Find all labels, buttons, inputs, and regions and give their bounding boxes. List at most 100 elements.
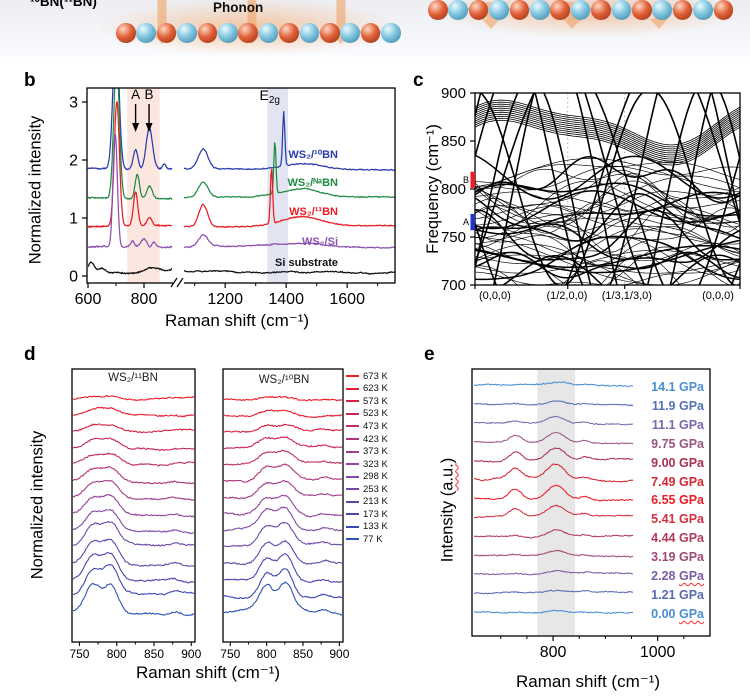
pressure-unit: GPa xyxy=(678,493,704,508)
x-axis: 800 1000 xyxy=(500,636,685,661)
pressure-label: 1.21 GPa xyxy=(651,588,704,602)
svg-text:A: A xyxy=(463,217,469,227)
x-axis: 600 800 1200 1400 1600 xyxy=(75,283,379,308)
pressure-label: 14.1 GPa xyxy=(651,380,704,394)
svg-text:750: 750 xyxy=(69,647,89,661)
pressure-unit: GPa xyxy=(678,380,704,394)
panel-d-plot-right: 750 800 850 900 xyxy=(220,368,350,661)
boron-atom xyxy=(428,0,448,20)
pressure-label: 4.44 GPa xyxy=(651,531,704,545)
panel-b-ylabel: Normalized intensity xyxy=(26,115,45,265)
pressure-value: 0.00 xyxy=(651,606,679,621)
series-label: WS₂/ᴺᵃBN xyxy=(287,176,338,189)
nitrogen-atom xyxy=(570,0,591,20)
panel-d-ylabel: Normalized intensity xyxy=(28,430,47,580)
legend-swatch xyxy=(346,450,359,453)
pressure-value: 9.00 xyxy=(651,455,679,470)
legend-item: 473 K xyxy=(346,420,388,433)
temperature-spectrum-curve xyxy=(72,552,195,584)
svg-text:1200: 1200 xyxy=(207,291,243,308)
legend-label: 213 K xyxy=(363,496,388,508)
plot-frame xyxy=(222,368,344,643)
legend-item: 253 K xyxy=(346,483,388,496)
mode-marker-bar xyxy=(470,213,475,231)
svg-text:850: 850 xyxy=(441,133,466,150)
series-label: WS₂/Si xyxy=(301,236,338,248)
pressure-label: 11.1 GPa xyxy=(652,418,704,432)
pressure-value: 6.55 xyxy=(651,493,679,508)
legend-label: 253 K xyxy=(363,483,388,495)
svg-text:800: 800 xyxy=(257,647,277,661)
legend-item: 173 K xyxy=(346,508,388,521)
spectra xyxy=(473,381,634,615)
mode-marker-bar xyxy=(470,171,475,189)
pressure-value: 9.75 xyxy=(651,436,679,451)
legend-swatch xyxy=(346,463,359,466)
svg-text:1400: 1400 xyxy=(268,291,304,308)
legend-swatch xyxy=(346,387,359,390)
legend-item: 423 K xyxy=(346,433,388,446)
svg-text:800: 800 xyxy=(131,291,158,308)
panel-d-title-11bn: WS₂/¹¹BN xyxy=(108,372,158,384)
temperature-spectrum-curve xyxy=(72,508,195,535)
svg-text:850: 850 xyxy=(144,647,164,661)
legend-item: 323 K xyxy=(346,458,388,471)
boron-atom xyxy=(550,0,570,20)
temperature-spectrum-curve xyxy=(72,394,195,401)
panel-e-plot: 800 1000 xyxy=(471,368,711,661)
pressure-value: 2.28 xyxy=(651,569,679,583)
nitrogen-atom xyxy=(218,23,238,43)
temperature-spectrum-curve xyxy=(223,539,342,566)
isotope-label: ¹⁰BN(¹¹BN) xyxy=(30,0,97,9)
panel-d-xlabel: Raman shift (cm⁻¹) xyxy=(135,663,281,682)
axis-break xyxy=(170,277,184,288)
boron-atom xyxy=(591,0,611,20)
legend-item: 213 K xyxy=(346,495,388,508)
temperature-spectrum-curve xyxy=(223,581,343,616)
temperature-spectrum-curve xyxy=(223,553,343,583)
legend-item: 298 K xyxy=(346,470,388,483)
k-point-label: (1/3,1/3,0) xyxy=(601,290,652,302)
pressure-spectrum-curve xyxy=(473,463,634,483)
panel-e-xlabel: Raman shift (cm⁻¹) xyxy=(515,672,661,691)
pressure-label: 9.75 GPa xyxy=(651,437,704,451)
legend-item: 77 K xyxy=(346,533,388,546)
pressure-label: 2.28 GPa xyxy=(651,569,704,583)
pressure-value: 4.44 xyxy=(651,531,679,546)
pressure-value: 7.49 xyxy=(651,474,679,489)
pressure-spectrum-curve xyxy=(473,415,634,426)
temperature-spectrum-curve xyxy=(72,452,195,467)
pressure-label: 11.9 GPa xyxy=(652,399,704,413)
spectrum-curve xyxy=(87,101,173,229)
pressure-value: 14.1 xyxy=(651,380,679,394)
annotations: A B E2g xyxy=(131,87,280,132)
arrow-head xyxy=(563,19,581,29)
pressure-value: 11.1 xyxy=(651,417,679,432)
svg-text:900: 900 xyxy=(329,647,349,661)
pressure-unit: GPa xyxy=(678,550,704,565)
temperature-spectrum-curve xyxy=(72,423,195,434)
y-axis: 700 750 800 850 900 xyxy=(441,85,475,294)
shaded-band xyxy=(537,370,576,635)
legend-label: 523 K xyxy=(363,408,388,420)
pressure-spectrum-curve xyxy=(473,381,634,388)
legend-item: 673 K xyxy=(346,370,388,383)
spectrum-curve xyxy=(88,88,173,201)
plot-frame xyxy=(71,368,196,643)
panel-label-d: d xyxy=(24,344,36,365)
temperature-spectrum-curve xyxy=(224,409,343,419)
pressure-label: 3.19 GPa xyxy=(651,550,704,564)
temperature-spectrum-curve xyxy=(72,479,195,501)
arrow-shaft xyxy=(247,0,257,34)
pressure-spectrum-curve xyxy=(473,529,634,539)
pressure-label: 0.00 GPa xyxy=(651,607,704,621)
spectrum-curve xyxy=(87,133,173,249)
legend-label: 173 K xyxy=(363,508,388,520)
ylabel-au: a.u. xyxy=(438,463,457,491)
boron-atom xyxy=(672,0,693,20)
temperature-spectrum-curve xyxy=(223,506,343,532)
spectrum-curve xyxy=(183,142,395,199)
svg-text:800: 800 xyxy=(107,647,127,661)
pressure-unit: GPa xyxy=(678,436,704,451)
